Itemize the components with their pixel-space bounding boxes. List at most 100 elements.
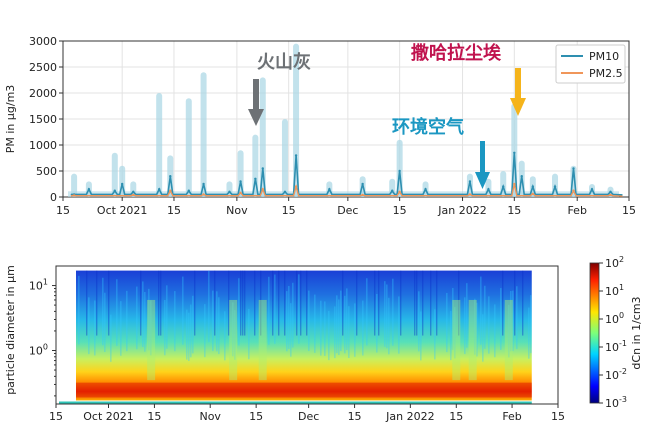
heatmap-column — [238, 278, 240, 346]
data-point — [202, 193, 205, 196]
heatmap-plume — [147, 299, 156, 381]
pm10-envelope-spike — [281, 119, 288, 197]
heatmap-column — [288, 285, 290, 349]
data-point — [502, 185, 505, 188]
heatmap-column — [274, 274, 276, 344]
heatmap-column — [328, 310, 330, 361]
heatmap-plume — [452, 299, 461, 381]
heatmap-column — [474, 298, 476, 355]
heatmap-column — [190, 304, 192, 358]
heatmap-column — [414, 270, 416, 336]
heatmap-column — [530, 295, 532, 354]
y-tick-label: 3000 — [29, 35, 57, 48]
heatmap-column — [416, 270, 418, 336]
colorbar-tick-label: 10-2 — [605, 367, 627, 382]
heatmap-column — [458, 270, 460, 336]
x-tick-label: 15 — [167, 204, 181, 217]
arrow-icon — [248, 79, 264, 126]
heatmap-column — [94, 300, 96, 356]
heatmap-gap — [62, 270, 64, 401]
heatmap-column — [208, 270, 210, 343]
heatmap-column — [436, 270, 438, 336]
heatmap-column — [242, 270, 244, 336]
heatmap-column — [314, 294, 316, 353]
heatmap-column — [188, 312, 190, 361]
heatmap-column — [464, 297, 466, 355]
heatmap-column — [78, 275, 80, 345]
pm10-envelope-spike — [259, 77, 266, 197]
x-tick-label: 15 — [449, 410, 463, 423]
legend-label-pm10: PM10 — [589, 50, 619, 63]
heatmap-column — [136, 286, 138, 350]
heatmap-column — [166, 285, 168, 349]
heatmap-column — [400, 270, 402, 336]
x-tick-label: Nov — [226, 204, 248, 217]
data-point — [120, 182, 124, 186]
heatmap-column — [452, 287, 454, 350]
data-point — [590, 188, 594, 191]
series-line-pm10 — [70, 152, 623, 196]
heatmap-column — [218, 297, 220, 355]
heatmap-column — [512, 290, 514, 352]
data-point — [87, 188, 91, 191]
heatmap-column — [398, 296, 400, 354]
heatmap-column — [320, 300, 322, 356]
heatmap-column — [296, 270, 298, 336]
heatmap-column — [516, 286, 518, 350]
data-point — [132, 193, 135, 197]
data-point — [361, 182, 364, 186]
annotation-ambient-air: 环境空气 — [392, 116, 464, 138]
heatmap-column — [334, 306, 336, 359]
heatmap-column — [306, 270, 308, 336]
heatmap-column — [120, 301, 122, 356]
data-point — [132, 190, 135, 193]
heatmap-column — [212, 290, 214, 352]
heatmap-column — [174, 291, 176, 352]
bottom-x-ticks: 15 Oct 2021 15 Nov 15 Dec 15 Jan 2022 15 Feb 15 — [49, 404, 565, 423]
heatmap-column — [214, 270, 216, 336]
heatmap-column — [244, 270, 246, 336]
legend-label-pm25: PM2.5 — [589, 67, 623, 80]
heatmap-column — [340, 290, 342, 352]
heatmap-column — [292, 282, 294, 348]
heatmap-column — [480, 276, 482, 345]
heatmap-column — [346, 288, 348, 351]
data-point — [228, 190, 231, 193]
data-point — [531, 185, 535, 188]
x-tick-label: Dec — [337, 204, 358, 217]
heatmap-column — [450, 310, 452, 361]
x-tick-label: 15 — [622, 204, 636, 217]
heatmap-column — [240, 270, 242, 336]
heatmap-column — [140, 270, 142, 336]
x-tick-label: Jan 2022 — [437, 204, 486, 217]
data-point — [294, 154, 298, 157]
heatmap-column — [116, 279, 118, 346]
x-tick-label: 15 — [393, 204, 407, 217]
heatmap-column — [466, 283, 468, 348]
heatmap-column — [164, 299, 166, 356]
heatmap-column — [216, 291, 218, 352]
heatmap-column — [420, 311, 422, 361]
heatmap-gap — [74, 270, 76, 401]
data-point — [468, 180, 472, 183]
heatmap-column — [248, 308, 250, 360]
heatmap-column — [204, 304, 206, 358]
heatmap-column — [418, 291, 420, 352]
heatmap-gap — [68, 270, 70, 401]
data-point — [261, 188, 264, 191]
pm10-envelope-spike — [293, 43, 300, 197]
x-tick-label: Oct 2021 — [83, 410, 134, 423]
heatmap-column — [160, 270, 162, 336]
heatmap-column — [232, 302, 234, 357]
data-point — [157, 188, 161, 191]
heatmap-column — [366, 278, 368, 346]
heatmap-column — [324, 301, 326, 356]
colorbar-tick-label: 10-1 — [605, 339, 627, 354]
y-tick-label: 101 — [29, 278, 48, 293]
heatmap-column — [386, 284, 388, 349]
heatmap-column — [422, 270, 424, 336]
data-point — [187, 189, 190, 192]
legend: PM10 PM2.5 — [555, 44, 626, 84]
heatmap-column — [510, 291, 512, 352]
